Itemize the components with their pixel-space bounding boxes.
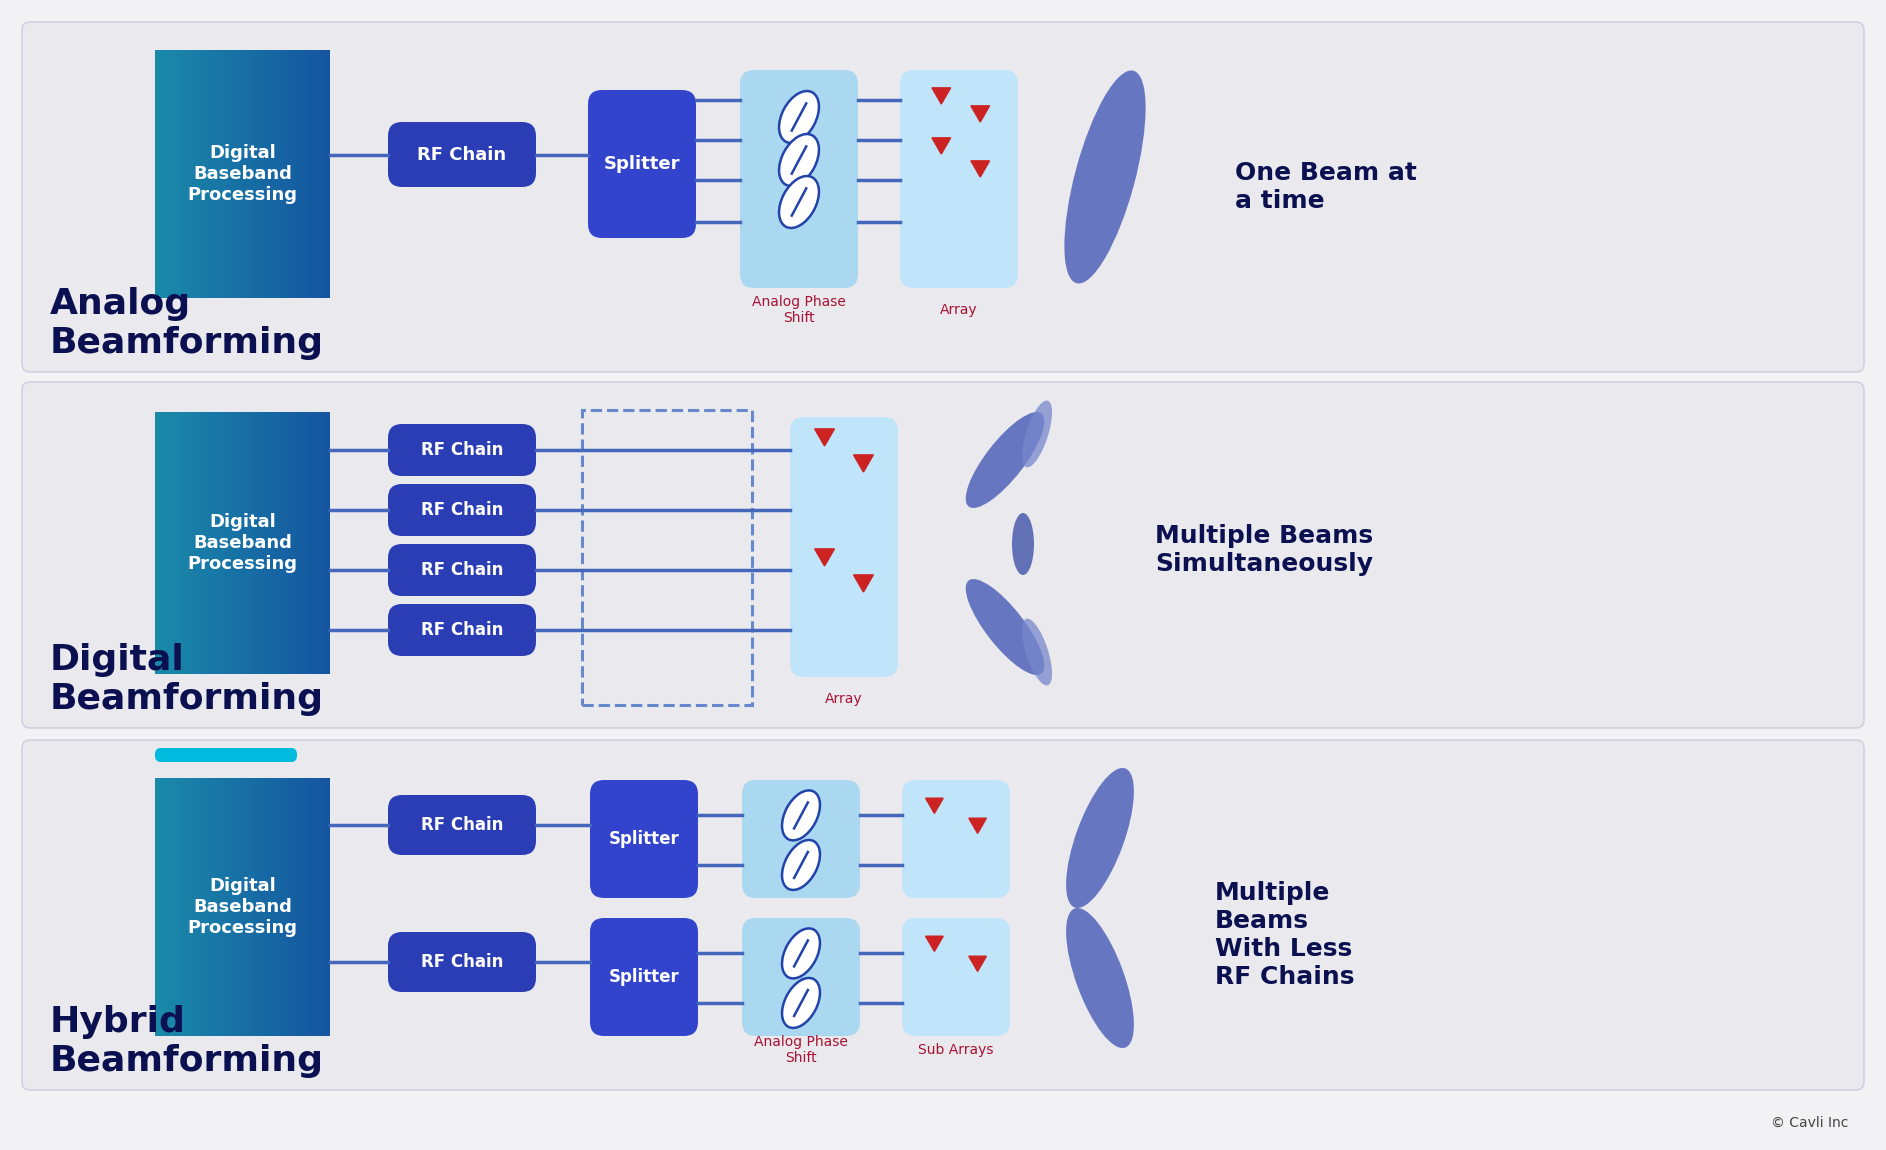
Bar — [583, 411, 753, 705]
Text: Analog Phase
Shift: Analog Phase Shift — [753, 294, 847, 325]
FancyBboxPatch shape — [790, 417, 898, 677]
Text: Array: Array — [826, 692, 862, 706]
Ellipse shape — [966, 412, 1045, 508]
FancyBboxPatch shape — [590, 918, 698, 1036]
Text: © Cavli Inc: © Cavli Inc — [1771, 1116, 1848, 1130]
Text: Analog Phase
Shift: Analog Phase Shift — [754, 1035, 849, 1065]
Text: Sub Arrays: Sub Arrays — [918, 1043, 994, 1057]
Polygon shape — [969, 818, 986, 834]
Text: RF Chain: RF Chain — [421, 816, 504, 834]
FancyBboxPatch shape — [23, 739, 1863, 1090]
FancyBboxPatch shape — [588, 90, 696, 238]
Ellipse shape — [1066, 908, 1133, 1048]
Polygon shape — [971, 161, 990, 177]
Ellipse shape — [1064, 70, 1145, 284]
FancyBboxPatch shape — [902, 780, 1011, 898]
Ellipse shape — [1022, 619, 1052, 685]
Text: Analog
Beamforming: Analog Beamforming — [51, 286, 324, 360]
FancyBboxPatch shape — [739, 70, 858, 288]
Text: RF Chain: RF Chain — [421, 561, 504, 578]
FancyBboxPatch shape — [23, 382, 1863, 728]
Ellipse shape — [779, 91, 819, 143]
Text: RF Chain: RF Chain — [417, 146, 507, 163]
Polygon shape — [971, 106, 990, 122]
Text: Splitter: Splitter — [604, 155, 681, 172]
FancyBboxPatch shape — [900, 70, 1018, 288]
Ellipse shape — [966, 580, 1045, 675]
Ellipse shape — [779, 176, 819, 228]
FancyBboxPatch shape — [389, 932, 536, 992]
FancyBboxPatch shape — [389, 544, 536, 596]
Ellipse shape — [783, 840, 820, 890]
FancyBboxPatch shape — [741, 918, 860, 1036]
Polygon shape — [926, 936, 943, 951]
Text: RF Chain: RF Chain — [421, 501, 504, 519]
Ellipse shape — [783, 928, 820, 979]
Ellipse shape — [779, 135, 819, 186]
Text: RF Chain: RF Chain — [421, 440, 504, 459]
FancyBboxPatch shape — [389, 604, 536, 655]
Polygon shape — [854, 575, 873, 592]
FancyBboxPatch shape — [389, 424, 536, 476]
Polygon shape — [932, 87, 951, 103]
Ellipse shape — [1022, 400, 1052, 467]
Text: RF Chain: RF Chain — [421, 621, 504, 639]
FancyBboxPatch shape — [741, 780, 860, 898]
FancyBboxPatch shape — [23, 22, 1863, 371]
Text: Digital
Baseband
Processing: Digital Baseband Processing — [187, 877, 298, 937]
Polygon shape — [932, 138, 951, 154]
Polygon shape — [815, 549, 834, 566]
Polygon shape — [926, 798, 943, 813]
FancyBboxPatch shape — [590, 780, 698, 898]
Ellipse shape — [783, 790, 820, 841]
Polygon shape — [815, 429, 834, 446]
Ellipse shape — [1066, 768, 1133, 908]
FancyBboxPatch shape — [155, 748, 296, 762]
Text: Array: Array — [941, 302, 977, 317]
FancyBboxPatch shape — [902, 918, 1011, 1036]
Polygon shape — [854, 455, 873, 472]
Text: Splitter: Splitter — [609, 968, 679, 986]
Ellipse shape — [783, 978, 820, 1028]
Ellipse shape — [1013, 513, 1034, 575]
FancyBboxPatch shape — [389, 122, 536, 187]
Text: RF Chain: RF Chain — [421, 953, 504, 971]
Text: Digital
Baseband
Processing: Digital Baseband Processing — [187, 144, 298, 204]
Text: Digital
Beamforming: Digital Beamforming — [51, 643, 324, 716]
FancyBboxPatch shape — [389, 795, 536, 854]
FancyBboxPatch shape — [389, 484, 536, 536]
Text: Digital
Baseband
Processing: Digital Baseband Processing — [187, 513, 298, 573]
Text: Multiple
Beams
With Less
RF Chains: Multiple Beams With Less RF Chains — [1215, 881, 1354, 989]
Text: One Beam at
a time: One Beam at a time — [1235, 161, 1416, 213]
Polygon shape — [969, 956, 986, 972]
Text: Splitter: Splitter — [609, 830, 679, 848]
Text: Multiple Beams
Simultaneously: Multiple Beams Simultaneously — [1154, 524, 1373, 576]
Text: Hybrid
Beamforming: Hybrid Beamforming — [51, 1005, 324, 1078]
